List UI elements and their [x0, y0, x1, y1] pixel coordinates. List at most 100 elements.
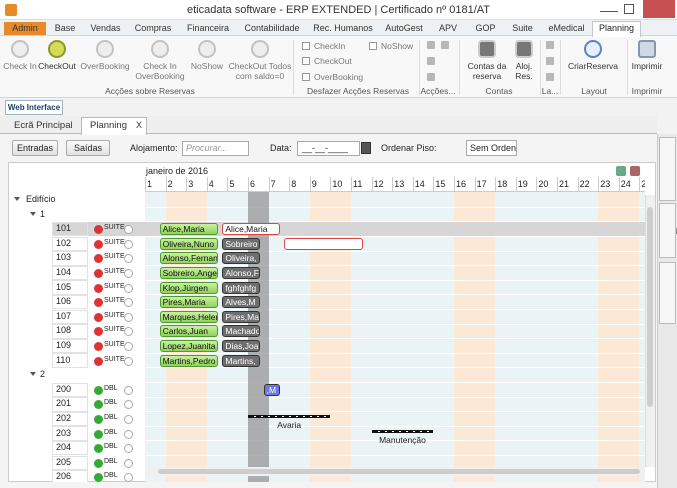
- calendar-button[interactable]: [361, 142, 371, 154]
- room-number[interactable]: 107: [56, 310, 72, 321]
- side-tab[interactable]: Definições: [659, 262, 676, 324]
- ribbon-button[interactable]: NoShow: [190, 61, 224, 71]
- ribbon-small-icon[interactable]: [427, 73, 435, 81]
- room-check[interactable]: [124, 356, 133, 366]
- ribbon-small-icon[interactable]: [546, 73, 554, 81]
- ribbon-button-icon[interactable]: [478, 40, 496, 58]
- menu-tab[interactable]: Compras: [134, 23, 172, 33]
- room-check[interactable]: [124, 283, 133, 293]
- room-number[interactable]: 109: [56, 340, 72, 350]
- sort-select[interactable]: Sem Ordenação: [466, 140, 517, 156]
- reservation-bar[interactable]: Alonso,Fernan: [159, 252, 219, 265]
- room-check[interactable]: [124, 458, 133, 468]
- tree-toggle[interactable]: [14, 197, 20, 201]
- menu-tab[interactable]: GOP: [475, 23, 496, 33]
- doc-tab[interactable]: Ecrã Principal: [14, 120, 73, 131]
- reservation-bar[interactable]: Sobreiro: [222, 237, 260, 250]
- reservation-bar[interactable]: fghfghfg: [222, 281, 260, 294]
- room-number[interactable]: 102: [56, 237, 72, 248]
- tree-toggle[interactable]: [30, 211, 36, 216]
- doc-tab[interactable]: Planning: [90, 120, 127, 131]
- room-check[interactable]: [124, 298, 133, 308]
- ribbon-button-icon[interactable]: [515, 40, 533, 58]
- menu-tab[interactable]: APV: [438, 23, 457, 33]
- room-number[interactable]: 106: [56, 296, 72, 307]
- room-number[interactable]: 200: [56, 383, 72, 394]
- menu-tab[interactable]: Contabilidade: [244, 23, 300, 33]
- room-number[interactable]: 201: [56, 398, 72, 409]
- ribbon-button-icon[interactable]: [48, 40, 66, 58]
- room-check[interactable]: [124, 225, 133, 235]
- ribbon-button[interactable]: Check In OverBooking: [135, 61, 185, 81]
- ribbon-button-icon[interactable]: [638, 40, 656, 58]
- menu-tab[interactable]: Vendas: [90, 23, 121, 33]
- nav-icon[interactable]: [616, 166, 626, 176]
- ribbon-small-icon[interactable]: [427, 41, 435, 49]
- ribbon-button-icon[interactable]: [198, 40, 216, 58]
- menu-tab[interactable]: AutoGest: [385, 23, 423, 33]
- date-input[interactable]: __-__-____: [297, 141, 360, 156]
- h-scroll-thumb[interactable]: [158, 469, 640, 474]
- tree-toggle[interactable]: [30, 372, 36, 377]
- check-label[interactable]: NoShow: [381, 41, 414, 51]
- reservation-bar[interactable]: Marques,Helen: [159, 310, 219, 323]
- reservation-bar[interactable]: Dias,Joa: [222, 340, 260, 352]
- ribbon-button-icon[interactable]: [96, 40, 114, 58]
- menu-tab[interactable]: Suite: [512, 23, 533, 33]
- room-check[interactable]: [124, 327, 133, 337]
- room-check[interactable]: [124, 429, 133, 439]
- reservation-bar[interactable]: Oliveira,Nuno: [159, 237, 219, 250]
- nav-icon[interactable]: [630, 166, 640, 176]
- ribbon-button[interactable]: CheckOut Todos com saldo=0: [228, 61, 292, 81]
- menu-tab[interactable]: Planning: [592, 21, 641, 37]
- reservation-bar[interactable]: Alonso,F: [222, 267, 260, 279]
- side-tab[interactable]: Filtros: [659, 203, 677, 258]
- check-box[interactable]: [302, 57, 310, 65]
- room-check[interactable]: [124, 239, 133, 249]
- room-number[interactable]: 104: [56, 267, 72, 277]
- check-label[interactable]: CheckIn: [314, 41, 346, 51]
- ribbon-button-icon[interactable]: [251, 40, 269, 58]
- ribbon-small-icon[interactable]: [441, 41, 449, 49]
- check-box[interactable]: [302, 73, 310, 81]
- ribbon-button[interactable]: Check In: [3, 61, 37, 71]
- room-number[interactable]: 205: [56, 456, 72, 467]
- reservation-bar[interactable]: Alves,M: [222, 296, 260, 309]
- reservation-bar[interactable]: Martins,: [222, 354, 260, 367]
- room-check[interactable]: [124, 415, 133, 424]
- ribbon-button[interactable]: Imprimir: [631, 61, 663, 71]
- menu-tab[interactable]: Base: [54, 23, 76, 33]
- reservation-bar[interactable]: ,M: [263, 383, 281, 396]
- maximize-button[interactable]: [624, 4, 634, 14]
- room-number[interactable]: 202: [56, 413, 72, 423]
- room-check[interactable]: [124, 444, 133, 454]
- menu-tab[interactable]: Financeira: [186, 23, 230, 33]
- reservation-bar[interactable]: Lopez,Juanita: [159, 340, 219, 352]
- room-check[interactable]: [124, 254, 133, 264]
- reservation-bar[interactable]: Sobreiro,Ange: [159, 267, 219, 279]
- menu-tab[interactable]: eMedical: [548, 23, 585, 33]
- ribbon-button-icon[interactable]: [584, 40, 602, 58]
- close-button[interactable]: [643, 0, 675, 18]
- ribbon-small-icon[interactable]: [546, 41, 554, 49]
- room-number[interactable]: 204: [56, 442, 72, 453]
- room-check[interactable]: [124, 342, 133, 351]
- reservation-bar[interactable]: Pires,Maria: [159, 296, 219, 309]
- check-box[interactable]: [369, 42, 377, 50]
- room-check[interactable]: [124, 385, 133, 395]
- room-number[interactable]: 110: [56, 354, 71, 365]
- toolbar-button[interactable]: Entradas: [12, 140, 58, 156]
- reservation-bar[interactable]: Martins,Pedro: [159, 354, 219, 367]
- room-check[interactable]: [124, 312, 133, 322]
- doc-tab-close[interactable]: X: [136, 120, 143, 130]
- menu-tab[interactable]: Rec. Humanos: [313, 23, 373, 33]
- ribbon-small-icon[interactable]: [546, 57, 554, 65]
- room-number[interactable]: 206: [56, 471, 72, 482]
- room-check[interactable]: [124, 269, 133, 278]
- ribbon-button[interactable]: Aloj. Res.: [515, 61, 533, 81]
- reservation-bar[interactable]: Alice,Maria: [159, 223, 219, 236]
- reservation-bar[interactable]: [284, 237, 363, 250]
- reservation-bar[interactable]: Oliveira,: [222, 252, 260, 265]
- room-check[interactable]: [124, 400, 133, 410]
- room-number[interactable]: 103: [56, 252, 72, 263]
